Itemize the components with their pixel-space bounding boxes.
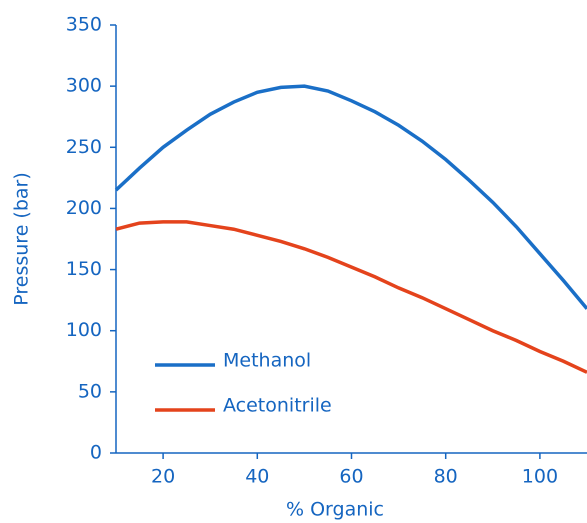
y-tick-label: 250 bbox=[66, 136, 102, 158]
x-tick-label: 20 bbox=[151, 466, 175, 488]
y-tick-label: 300 bbox=[66, 75, 102, 97]
line-series bbox=[115, 220, 587, 374]
x-tick-label: 100 bbox=[522, 466, 558, 488]
line-series bbox=[114, 84, 587, 310]
x-tick-label: 40 bbox=[245, 466, 269, 488]
x-tick-label: 80 bbox=[434, 466, 458, 488]
legend-label: Methanol bbox=[223, 350, 311, 372]
y-tick-label: 150 bbox=[66, 258, 102, 280]
y-tick-label: 200 bbox=[66, 197, 102, 219]
x-tick-label: 60 bbox=[339, 466, 363, 488]
y-tick-label: 50 bbox=[78, 380, 102, 402]
y-tick-label: 350 bbox=[66, 14, 102, 36]
y-axis-label: Pressure (bar) bbox=[11, 172, 33, 306]
y-tick-label: 100 bbox=[66, 319, 102, 341]
y-tick-label: 0 bbox=[90, 442, 102, 464]
legend-label: Acetonitrile bbox=[223, 395, 332, 417]
x-axis-label: % Organic bbox=[286, 499, 384, 521]
